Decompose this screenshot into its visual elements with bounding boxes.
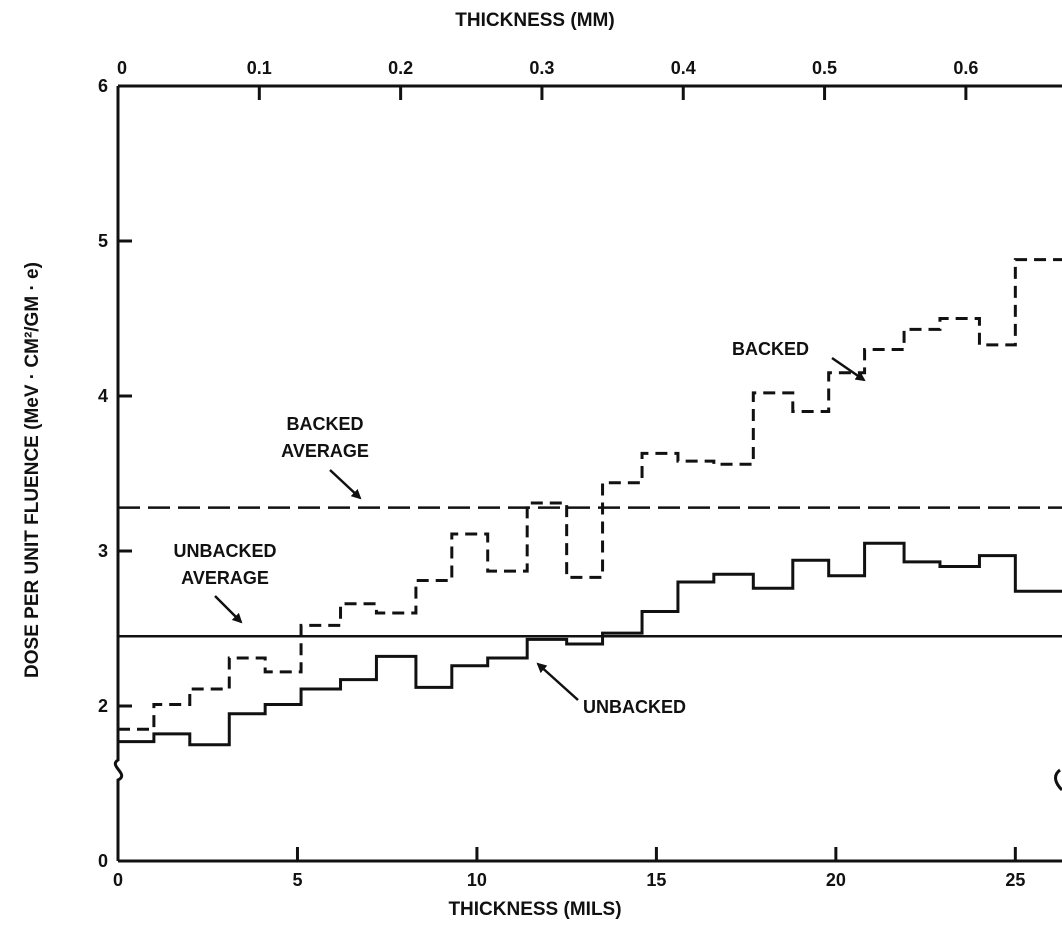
backed-arrow <box>831 356 866 382</box>
y-tick-label: 3 <box>98 541 108 561</box>
x2-tick-label: 0 <box>117 58 127 78</box>
annotation-unbacked: UNBACKED <box>583 697 686 717</box>
unbacked-average-arrow <box>214 595 243 624</box>
y-tick-label: 4 <box>98 386 108 406</box>
x2-tick-label: 0.1 <box>247 58 272 78</box>
x2-tick-label: 0.3 <box>529 58 554 78</box>
axes <box>113 84 1062 863</box>
y-axis-title: DOSE PER UNIT FLUENCE (MeV · CM²/GM · e) <box>22 262 43 678</box>
y-axis-break <box>113 752 124 861</box>
backed-average-arrow <box>329 469 362 500</box>
unbacked-series-line <box>118 541 1062 747</box>
x-tick-label: 5 <box>292 870 302 890</box>
x-axis-title: THICKNESS (MILS) <box>448 899 621 920</box>
annotation-unbacked-avg: UNBACKED <box>174 541 277 561</box>
y-tick-label: 0 <box>98 851 108 871</box>
reference-lines <box>118 506 1062 638</box>
y-tick-label: 6 <box>98 76 108 96</box>
annotation-unbacked-avg: AVERAGE <box>181 568 269 588</box>
x-tick-label: 15 <box>646 870 666 890</box>
x2-axis-title: THICKNESS (MM) <box>455 10 614 31</box>
x-tick-label: 10 <box>467 870 487 890</box>
annotation-backed: BACKED <box>732 339 809 359</box>
annotation-backed-avg: AVERAGE <box>281 441 369 461</box>
annotation-backed-avg: BACKED <box>286 414 363 434</box>
backed-series-line <box>118 258 1062 731</box>
x-tick-label: 25 <box>1005 870 1025 890</box>
x2-tick-label: 0.5 <box>812 58 837 78</box>
series-lines <box>118 258 1062 747</box>
right-axis-break <box>1054 768 1062 792</box>
x2-tick-label: 0.4 <box>671 58 696 78</box>
x2-tick-label: 0.2 <box>388 58 413 78</box>
y-tick-label: 5 <box>98 231 108 251</box>
x2-tick-label: 0.6 <box>953 58 978 78</box>
x-tick-label: 0 <box>113 870 123 890</box>
y-tick-label: 2 <box>98 696 108 716</box>
x-tick-label: 20 <box>826 870 846 890</box>
unbacked-arrow <box>536 662 579 701</box>
annotations: BACKED UNBACKED BACKED AVERAGE UNBACKED AVERA… <box>174 339 866 717</box>
